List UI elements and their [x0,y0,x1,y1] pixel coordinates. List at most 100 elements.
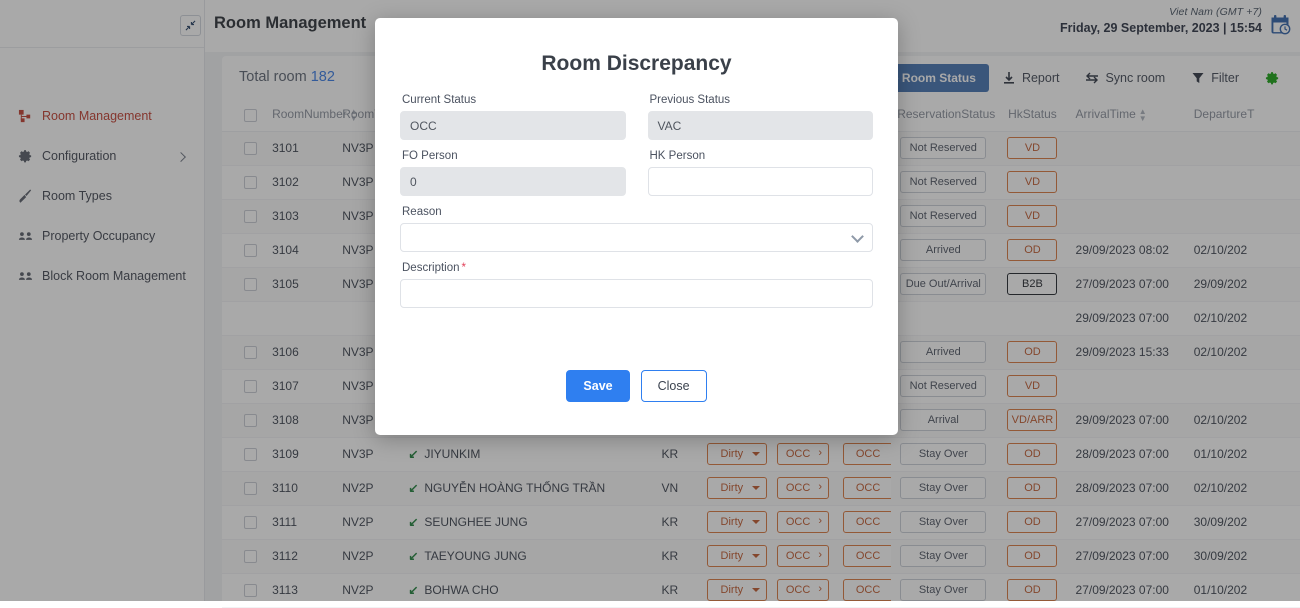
table-row[interactable]: 3109 NV3P ↙ JIYUNKIM KR Dirty OCC › OCC Stay Over… [222,437,1300,472]
cell-hk: Dirty [700,539,769,574]
cell-hk: Dirty [700,437,769,472]
hkstatus-badge: OD [1007,239,1058,262]
row-checkbox[interactable] [243,516,257,530]
row-checkbox[interactable] [243,414,257,428]
fostatus-badge: OCC [843,443,892,466]
hkstatus-badge: OD [1007,477,1058,500]
table-row[interactable]: 3112 NV2P ↙ TAEYOUNG JUNG KR Dirty OCC › OCC Stay… [222,539,1300,574]
description-group: Description * [400,262,873,308]
fo-status-button[interactable]: OCC › [777,511,830,534]
sidebar-item-configuration[interactable]: Configuration [0,136,204,176]
row-checkbox[interactable] [243,448,257,462]
cell-hkstatus: OD [995,505,1070,540]
cell-hkstatus: VD [995,199,1070,234]
current-status-group: Current Status OCC [400,94,626,140]
row-checkbox[interactable] [243,584,257,598]
chevron-right-icon: › [818,515,823,528]
description-input[interactable] [400,279,873,308]
hkstatus-badge: VD [1007,205,1058,228]
arrow-in-icon: ↙ [408,515,419,530]
cell-arrivaltime: 29/09/2023 07:00 [1069,403,1188,438]
collapse-icon [185,20,196,31]
cell-hkstatus: VD [995,131,1070,166]
cell-roomnumber: 3103 [266,199,337,234]
cell-arrivaltime [1069,165,1188,200]
cell-roomnumber: 3105 [266,267,337,302]
hk-status-select[interactable]: Dirty [706,443,767,466]
chevron-right-icon: › [818,481,823,494]
table-row[interactable]: 3110 NV2P ↙ NGUYỄN HOÀNG THỐNG TRẦN VN Dirty O… [222,471,1300,506]
cell-roomnumber: 3106 [266,335,337,370]
fo-status-button[interactable]: OCC › [777,579,830,602]
save-button[interactable]: Save [566,370,630,402]
cell-departuretime [1187,131,1300,166]
reservationstatus-badge: Not Reserved [900,171,987,194]
reason-select[interactable] [400,223,873,252]
row-checkbox[interactable] [243,346,257,360]
settings-button[interactable] [1252,71,1292,85]
cell-roomtype: NV2P [336,471,403,506]
description-label-text: Description [402,262,460,274]
hk-status-select[interactable]: Dirty [706,477,767,500]
funnel-icon [1191,71,1205,85]
hkstatus-badge: OD [1007,443,1058,466]
col-reservationstatus[interactable]: ReservationStatus [891,100,996,132]
table-row[interactable]: 3111 NV2P ↙ SEUNGHEE JUNG KR Dirty OCC › OCC Stay… [222,505,1300,540]
row-checkbox[interactable] [243,176,257,190]
fo-status-button[interactable]: OCC › [777,443,830,466]
hk-status-select[interactable]: Dirty [706,511,767,534]
col-departuretime[interactable]: DepartureT [1187,100,1300,132]
row-checkbox[interactable] [243,210,257,224]
cell-reservationstatus: Arrived [891,335,996,370]
close-button[interactable]: Close [640,370,707,402]
row-checkbox[interactable] [243,244,257,258]
col-hkstatus[interactable]: HkStatus [995,100,1070,132]
col-arrivaltime-label: ArrivalTime [1075,107,1136,121]
sidebar-item-room-types[interactable]: Room Types [0,176,204,216]
row-checkbox[interactable] [243,278,257,292]
cell-roomnumber: 3107 [266,369,337,404]
cell-roomnumber: 3108 [266,403,337,438]
cell-hkstatus: OD [995,539,1070,574]
select-all-checkbox[interactable] [243,108,257,122]
row-checkbox[interactable] [243,142,257,156]
sidebar-collapse-button[interactable] [180,15,201,36]
reservationstatus-badge: Stay Over [900,443,987,466]
reservationstatus-badge: Not Reserved [900,375,987,398]
cell-roomnumber: 3101 [266,131,337,166]
dialog-actions: Save Close [375,370,898,402]
sidebar-item-label: Property Occupancy [42,229,156,243]
fo-status-button[interactable]: OCC › [777,545,830,568]
cell-roomnumber: 3104 [266,233,337,268]
hk-person-input[interactable] [647,167,873,196]
gear-icon [1265,71,1279,85]
cell-hkstatus: VD [995,165,1070,200]
sidebar-item-block-room-management[interactable]: Block Room Management [0,256,204,296]
filter-button[interactable]: Filter [1178,71,1252,85]
report-button[interactable]: Report [989,71,1073,85]
cell-fo: OCC › [768,539,838,574]
cell-roomnumber: 3109 [266,437,337,472]
fo-status-button[interactable]: OCC › [777,477,830,500]
dialog-title: Room Discrepancy [541,52,732,75]
sync-room-button[interactable]: Sync room [1072,71,1178,85]
hkstatus-badge: VD [1007,137,1058,160]
cell-departuretime [1187,199,1300,234]
cell-reservationstatus: Arrival [891,403,996,438]
col-arrivaltime[interactable]: ArrivalTime ▲ ▼ [1069,100,1188,132]
reservationstatus-badge: Stay Over [900,579,987,602]
cell-departuretime: 01/10/202 [1187,437,1300,472]
total-room-label: Total room 182 [239,69,335,85]
sync-icon [1085,71,1099,85]
sidebar-item-property-occupancy[interactable]: Property Occupancy [0,216,204,256]
sidebar-item-room-management[interactable]: Room Management [0,96,204,136]
calendar-clock-icon[interactable] [1270,14,1292,36]
cell-nationality: KR [638,505,701,540]
cell-reservationstatus: Not Reserved [891,165,996,200]
row-checkbox[interactable] [243,550,257,564]
hk-status-select[interactable]: Dirty [706,545,767,568]
sort-icon[interactable]: ▲ ▼ [1138,106,1147,123]
row-checkbox[interactable] [243,380,257,394]
cell-reservationstatus: Stay Over [891,505,996,540]
row-checkbox[interactable] [243,482,257,496]
